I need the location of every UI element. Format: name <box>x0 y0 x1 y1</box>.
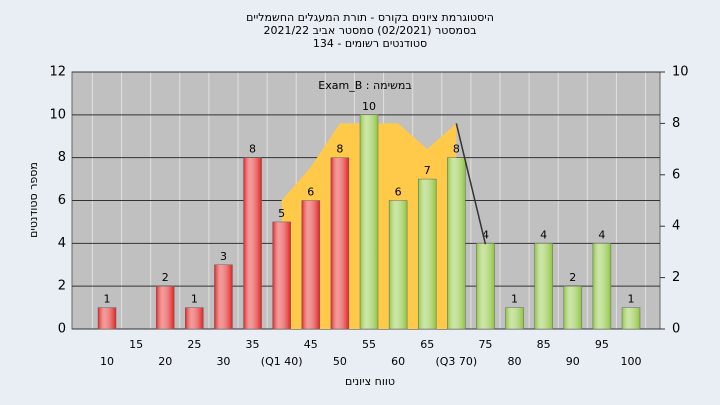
bar <box>388 200 408 330</box>
x-tick-label: 50 <box>333 355 347 368</box>
chart-title: היסטוגרמת ציונים בקורס - תורת המעגלים הח… <box>246 11 494 24</box>
x-tick-label: 25 <box>187 338 201 351</box>
bar <box>243 157 262 330</box>
x-tick-label: 60 <box>391 355 405 368</box>
x-tick-label: 85 <box>537 338 551 351</box>
x-tick-label: 75 <box>478 338 492 351</box>
data-label: 4 <box>598 228 605 241</box>
x-tick-label: 95 <box>595 338 609 351</box>
x-tick-label: 65 <box>420 338 434 351</box>
bar <box>563 285 583 330</box>
y-tick-label: 12 <box>49 65 66 80</box>
data-label: 1 <box>511 293 518 306</box>
y2-tick-label: 4 <box>672 219 680 234</box>
bar <box>214 264 233 330</box>
bar <box>621 307 641 330</box>
y-axis-label: מספר סטודנטים <box>27 162 40 238</box>
y2-tick-label: 10 <box>672 65 689 80</box>
x-axis-label: טווח ציונים <box>345 375 395 388</box>
data-label: 4 <box>540 228 547 241</box>
bar <box>505 307 524 330</box>
data-label: 8 <box>336 143 343 156</box>
x-tick-label: 15 <box>129 338 143 351</box>
data-label: 2 <box>569 271 576 284</box>
data-label: 5 <box>278 207 285 220</box>
bar <box>97 307 117 330</box>
x-tick-label: (Q1 40) <box>261 355 303 368</box>
bar <box>417 178 437 330</box>
y-tick-label: 6 <box>58 193 66 208</box>
bar <box>534 243 553 330</box>
x-tick-label: 30 <box>216 355 230 368</box>
x-tick-label: 20 <box>158 355 172 368</box>
data-label: 2 <box>162 271 169 284</box>
y-tick-label: 10 <box>49 107 66 122</box>
data-label: 1 <box>104 293 111 306</box>
x-tick-label: 100 <box>621 355 642 368</box>
x-tick-label: 35 <box>246 338 260 351</box>
data-label: 1 <box>628 293 635 306</box>
data-label: 7 <box>424 164 431 177</box>
bar <box>301 200 321 330</box>
chart-subtitle: סטודנטים רשומים - 134 <box>313 37 427 50</box>
data-label: 6 <box>307 186 314 199</box>
bar <box>447 157 466 330</box>
y-tick-label: 8 <box>58 150 66 165</box>
x-tick-label: 80 <box>508 355 522 368</box>
data-label: 1 <box>191 293 198 306</box>
bar <box>185 307 204 330</box>
x-tick-label: (Q3 70) <box>435 355 477 368</box>
data-label: 8 <box>249 143 256 156</box>
chart-subtitle: בסמסטר (02/2021) סמסטר אביב 2021/22 <box>263 24 476 37</box>
bar <box>592 243 612 330</box>
data-label: 4 <box>482 228 489 241</box>
bar <box>155 285 175 330</box>
annotation: Exam_B : במשימה <box>318 79 411 92</box>
x-tick-label: 10 <box>100 355 114 368</box>
y-tick-label: 0 <box>58 322 66 337</box>
bar <box>476 243 495 330</box>
x-tick-label: 55 <box>362 338 376 351</box>
y-tick-label: 4 <box>58 236 66 251</box>
y2-tick-label: 8 <box>672 116 680 131</box>
data-label: 8 <box>453 143 460 156</box>
y2-tick-label: 6 <box>672 167 680 182</box>
y2-tick-label: 2 <box>672 270 680 285</box>
bar <box>272 221 291 330</box>
data-label: 6 <box>395 186 402 199</box>
y2-tick-label: 0 <box>672 322 680 337</box>
bar <box>359 114 379 330</box>
y-tick-label: 2 <box>58 279 66 294</box>
bar <box>330 157 350 330</box>
x-tick-label: 45 <box>304 338 318 351</box>
line <box>455 123 487 245</box>
data-label: 10 <box>362 100 376 113</box>
data-label: 3 <box>220 250 227 263</box>
x-tick-label: 90 <box>566 355 580 368</box>
